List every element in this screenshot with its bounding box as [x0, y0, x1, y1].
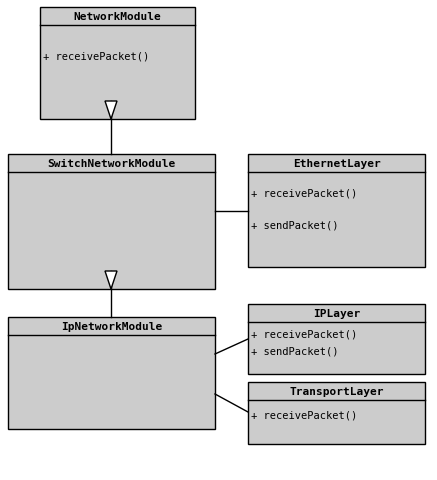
Bar [248, 304, 425, 374]
Polygon shape [105, 102, 117, 120]
Text: TransportLayer: TransportLayer [289, 386, 384, 396]
Text: + sendPacket(): + sendPacket() [251, 346, 339, 356]
Bar [8, 155, 215, 289]
Text: + receivePacket(): + receivePacket() [251, 188, 357, 198]
Text: + receivePacket(): + receivePacket() [251, 409, 357, 420]
Bar [248, 382, 425, 444]
Text: IpNetworkModule: IpNetworkModule [61, 321, 162, 331]
Text: + receivePacket(): + receivePacket() [251, 329, 357, 338]
Text: SwitchNetworkModule: SwitchNetworkModule [47, 159, 176, 168]
Text: NetworkModule: NetworkModule [73, 12, 161, 22]
Polygon shape [105, 271, 117, 289]
Bar [248, 155, 425, 267]
Bar [8, 317, 215, 429]
Text: + receivePacket(): + receivePacket() [43, 51, 149, 61]
Text: + sendPacket(): + sendPacket() [251, 220, 339, 230]
Text: EthernetLayer: EthernetLayer [293, 159, 380, 168]
Text: IPLayer: IPLayer [313, 308, 360, 318]
Bar [40, 8, 195, 120]
